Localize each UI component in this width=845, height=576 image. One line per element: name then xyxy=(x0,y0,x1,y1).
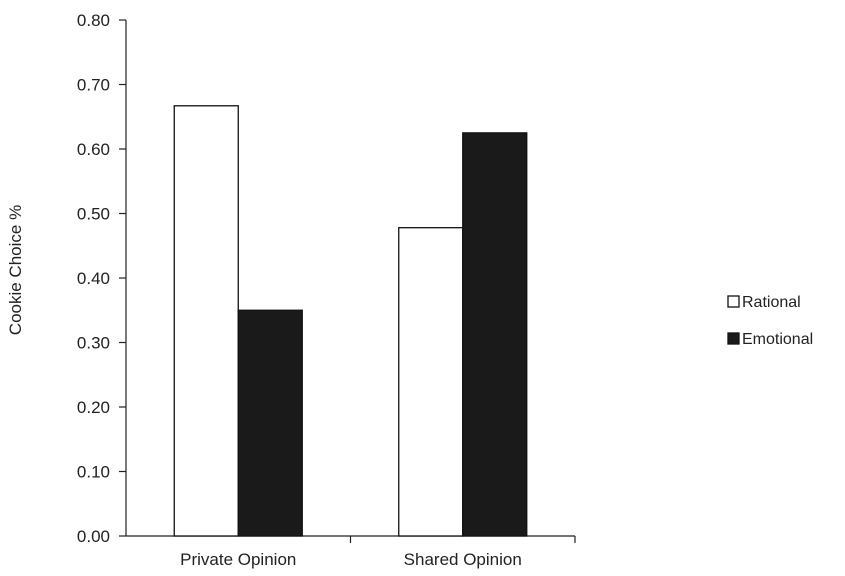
bar-rational-0 xyxy=(173,105,239,537)
y-tick-label: 0.10 xyxy=(77,463,110,482)
x-tick-label: Shared Opinion xyxy=(404,550,522,569)
y-tick-label: 0.60 xyxy=(77,140,110,159)
legend-swatch-emotional xyxy=(727,332,740,345)
bars xyxy=(173,105,528,537)
y-tick-label: 0.50 xyxy=(77,205,110,224)
x-axis: Private Opinion Shared Opinion xyxy=(126,535,576,569)
legend-label-rational: Rational xyxy=(742,294,801,311)
bar-rational-1 xyxy=(398,227,464,537)
legend-label-emotional: Emotional xyxy=(742,331,813,348)
y-tick-label: 0.20 xyxy=(77,398,110,417)
bar-emotional-1 xyxy=(462,132,528,537)
y-tick-label: 0.00 xyxy=(77,527,110,546)
legend-swatch-rational xyxy=(727,295,740,308)
y-axis-title: Cookie Choice % xyxy=(6,205,25,335)
y-tick-label: 0.40 xyxy=(77,269,110,288)
bar-emotional-0 xyxy=(237,309,303,537)
y-tick-label: 0.70 xyxy=(77,76,110,95)
x-tick-label: Private Opinion xyxy=(180,550,296,569)
y-tick-label: 0.30 xyxy=(77,334,110,353)
y-axis: 0.00 0.10 0.20 0.30 0.40 0.50 0.60 0.70 0.80 xyxy=(77,11,127,546)
y-tick-label: 0.80 xyxy=(77,11,110,30)
legend: Rational Emotional xyxy=(727,294,813,348)
